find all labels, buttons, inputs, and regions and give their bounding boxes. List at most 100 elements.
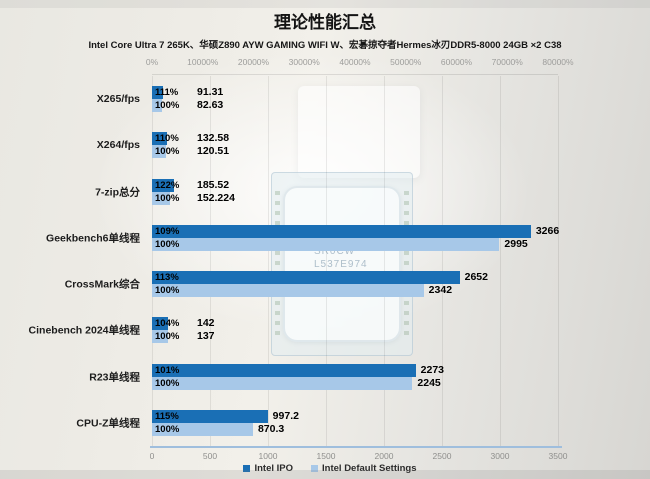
bar-value-label: 185.52 [197, 178, 230, 191]
bottom-axis-line [150, 446, 562, 448]
bar-intel-default [152, 145, 166, 159]
bar-intel-default [152, 422, 253, 436]
bar-percent-label: 101% [155, 364, 180, 376]
bar-value-label: 3266 [535, 224, 560, 237]
bar-percent-label: 100% [155, 377, 180, 389]
cpu-heat-spreader [283, 186, 401, 342]
bar-value-label: 2995 [504, 237, 528, 250]
gridline [384, 76, 385, 446]
top-axis-tick: 60000% [440, 57, 473, 67]
top-axis-tick: 20000% [237, 57, 270, 67]
top-axis-tick: 30000% [288, 57, 320, 67]
bar-percent-label: 100% [155, 285, 180, 297]
bar-intel-ipo [152, 363, 416, 377]
bottom-axis-tick: 1000 [258, 451, 278, 461]
bar-percent-label: 115% [155, 410, 179, 422]
cpu-marking-line1: SR0CW [314, 246, 356, 257]
bar-value-label: 82.63 [197, 99, 224, 112]
category-label: 7-zip总分 [95, 186, 140, 199]
gridline [558, 76, 559, 446]
category-label: X264/fps [96, 139, 140, 152]
bar-value-label: 997.2 [272, 409, 299, 422]
bar-intel-default [152, 376, 413, 390]
bar-percent-label: 122% [155, 179, 180, 191]
bar-value-label: 2652 [464, 271, 488, 284]
bar-intel-ipo [152, 178, 174, 192]
plot-top-border [152, 74, 558, 75]
bar-percent-label: 100% [155, 331, 180, 343]
top-axis-tick: 50000% [390, 57, 422, 67]
top-axis-tick: 70000% [491, 57, 523, 67]
cpu-marking-text: SR0CW L537E974 [314, 245, 368, 271]
top-axis-tick: 10000% [187, 57, 219, 67]
legend-label: Intel Default Settings [322, 463, 417, 474]
bar-percent-label: 100% [155, 192, 180, 204]
bar-value-label: 142 [197, 317, 215, 330]
bar-percent-label: 113% [155, 272, 179, 284]
cpu-photo: SR0CW L537E974 [271, 172, 413, 356]
bar-value-label: 152.224 [197, 191, 235, 204]
bar-intel-ipo [152, 224, 531, 238]
gridline [152, 76, 153, 446]
gridline [500, 76, 501, 446]
legend: Intel IPO Intel Default Settings [0, 463, 650, 474]
gridline [268, 76, 269, 446]
bar-value-label: 120.51 [197, 145, 230, 158]
bar-percent-label: 100% [155, 423, 180, 435]
bottom-axis-tick: 2500 [432, 451, 452, 461]
cpu-marking-line2: L537E974 [314, 259, 368, 270]
cpu-retail-box-photo [298, 86, 420, 178]
category-label: Geekbench6单线程 [46, 232, 140, 245]
category-label: CPU-Z单线程 [76, 417, 140, 430]
legend-swatch [243, 465, 251, 472]
top-percent-axis: 0% 10000% 20000% 30000% 40000% 50000% 60000% 70… [146, 57, 574, 71]
bar-percent-label: 104% [155, 318, 180, 330]
bar-intel-default [152, 191, 170, 205]
category-label: CrossMark综合 [64, 278, 140, 291]
cpu-pads-left [275, 191, 280, 337]
bottom-axis-tick: 2000 [374, 451, 394, 461]
category-axis: X265/fps X264/fps 7-zip总分 Geekbench6单线程 Cros… [0, 76, 146, 446]
bar-intel-default [152, 284, 424, 298]
legend-item: Intel Default Settings [311, 463, 417, 474]
bar-percent-label: 111% [155, 87, 179, 99]
bottom-axis-tick: 500 [202, 451, 218, 461]
cpu-pads-right [404, 191, 409, 337]
legend-swatch [311, 465, 319, 472]
bar-value-label: 132.58 [197, 132, 230, 145]
bar-intel-default [152, 99, 162, 113]
plot-area: 111% 91.31 100% 82.63 110% 132.58 100% 120.51 12… [152, 76, 560, 446]
gridline [210, 76, 211, 446]
bar-percent-label: 110% [155, 133, 179, 145]
bar-value-label: 870.3 [257, 422, 285, 435]
bar-intel-default [152, 330, 168, 344]
bar-percent-label: 100% [155, 238, 180, 250]
bar-percent-label: 109% [155, 225, 180, 237]
bar-percent-label: 100% [155, 146, 180, 158]
category-label: X265/fps [96, 93, 140, 106]
gridline [326, 76, 327, 446]
chart-title: 理论性能汇总 [274, 13, 376, 32]
bottom-value-axis: 0 500 1000 1500 2000 2500 3000 3500 [150, 451, 568, 463]
bar-intel-default [152, 237, 500, 251]
legend-item: Intel IPO [243, 463, 293, 474]
top-axis-tick: 80000% [542, 57, 574, 67]
bar-value-label: 2273 [420, 363, 445, 376]
bar-intel-ipo [152, 271, 460, 285]
bottom-axis-tick: 1500 [316, 451, 336, 461]
bottom-axis-tick: 3000 [490, 451, 510, 461]
bar-value-label: 91.31 [197, 86, 224, 99]
category-label: R23单线程 [89, 371, 140, 384]
bar-intel-ipo [152, 86, 163, 100]
bar-intel-ipo [152, 132, 168, 146]
bar-percent-label: 100% [155, 100, 180, 112]
gridline [442, 76, 443, 446]
bar-value-label: 2342 [428, 284, 453, 297]
bar-value-label: 137 [197, 330, 215, 343]
chart-subtitle: Intel Core Ultra 7 265K、华硕Z890 AYW GAMIN… [88, 40, 562, 51]
bar-value-label: 2245 [417, 376, 441, 389]
bar-intel-ipo [152, 409, 268, 423]
legend-label: Intel IPO [254, 463, 294, 474]
bar-intel-ipo [152, 317, 169, 331]
